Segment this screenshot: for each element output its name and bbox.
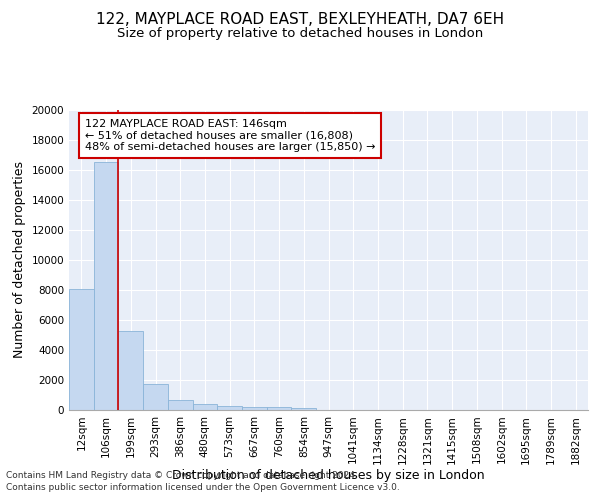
Bar: [118, 330, 143, 410]
Bar: [242, 406, 267, 410]
Text: Contains HM Land Registry data © Crown copyright and database right 2024.: Contains HM Land Registry data © Crown c…: [6, 471, 358, 480]
Text: 122, MAYPLACE ROAD EAST, BEXLEYHEATH, DA7 6EH: 122, MAYPLACE ROAD EAST, BEXLEYHEATH, DA…: [96, 12, 504, 28]
Bar: [143, 384, 168, 410]
Text: 122 MAYPLACE ROAD EAST: 146sqm
← 51% of detached houses are smaller (16,808)
48%: 122 MAYPLACE ROAD EAST: 146sqm ← 51% of …: [85, 119, 375, 152]
Bar: [69, 288, 94, 410]
X-axis label: Distribution of detached houses by size in London: Distribution of detached houses by size …: [172, 469, 485, 482]
Bar: [267, 408, 292, 410]
Bar: [292, 408, 316, 410]
Text: Contains public sector information licensed under the Open Government Licence v3: Contains public sector information licen…: [6, 484, 400, 492]
Text: Size of property relative to detached houses in London: Size of property relative to detached ho…: [117, 28, 483, 40]
Bar: [217, 406, 242, 410]
Y-axis label: Number of detached properties: Number of detached properties: [13, 162, 26, 358]
Bar: [168, 400, 193, 410]
Bar: [193, 404, 217, 410]
Bar: [94, 162, 118, 410]
